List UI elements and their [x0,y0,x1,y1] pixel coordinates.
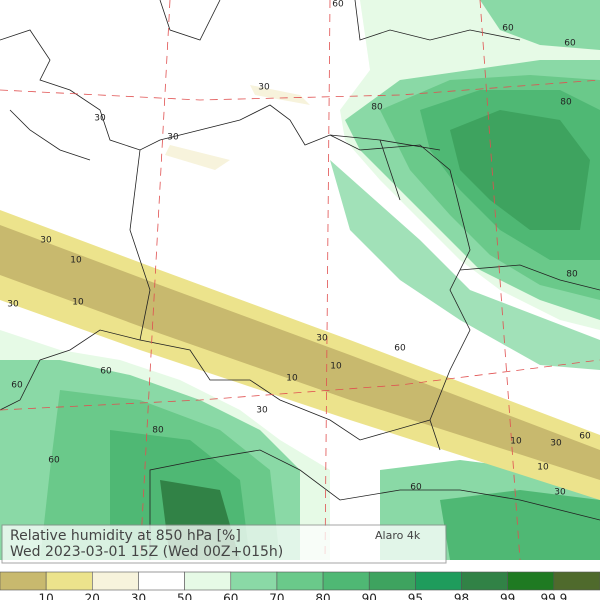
contour-label: 80 [566,270,578,280]
color-box [461,571,508,591]
graticule [0,0,600,561]
contour-label: 60 [100,367,112,377]
contour-label: 30 [550,439,562,449]
contour-label: 60 [394,344,406,354]
legend-label: 99 [500,592,515,601]
color-box [368,571,416,591]
contour-label: 60 [564,39,576,49]
color-box [0,571,47,591]
contour-label: 10 [510,437,522,447]
legend-label: 90 [362,592,377,601]
color-box [322,571,370,591]
contour-label: 30 [554,488,566,498]
contour-label: 60 [332,0,344,10]
legend-label: 99.9 [540,592,567,601]
contour-label: 10 [286,374,298,384]
contour-label: 30 [7,300,19,310]
contour-label: 10 [72,298,84,308]
contour-labels: 60 60 60 80 80 30 30 30 30 10 30 10 60 30 60 10 10 60 80 30… [7,0,591,498]
color-box [92,571,139,591]
color-box [230,571,278,591]
contour-label: 60 [579,432,591,442]
contour-label: 10 [70,256,82,266]
color-box [138,571,185,591]
contour-label: 30 [167,133,179,143]
contour-label: 80 [371,103,383,113]
title: Relative humidity at 850 hPa [%] [10,528,241,544]
contour-label: 10 [537,463,549,473]
color-box [553,571,600,591]
color-box [276,571,324,591]
contour-label: 30 [40,236,52,246]
contour-label: 30 [256,406,268,416]
contour-label: 60 [11,381,23,391]
legend-label: 80 [315,592,330,601]
contour-label: 80 [560,98,572,108]
contour-label: 60 [410,483,422,493]
legend-label: 60 [223,592,238,601]
contour-label: 30 [94,114,106,124]
legend-label: 10 [39,592,54,601]
contour-label: 80 [152,426,164,436]
legend-label: 20 [85,592,100,601]
contour-label: 30 [258,83,270,93]
caption-box [1,524,447,564]
legend-label: 50 [177,592,192,601]
humidity-field [0,0,600,560]
legend-label: 95 [408,592,423,601]
color-box [45,571,93,591]
legend-label: 30 [131,592,146,601]
subtitle: Wed 2023-03-01 15Z (Wed 00Z+015h) [10,544,283,560]
color-box [415,571,462,591]
contour-label: 60 [502,24,514,34]
model-name: Alaro 4k [375,529,421,542]
borders [0,0,600,560]
contour-label: 60 [48,456,60,466]
contour-label: 30 [316,334,328,344]
color-box [184,571,232,591]
color-box [507,571,555,591]
contour-label: 10 [330,362,342,372]
legend-label: 98 [454,592,469,601]
legend-label: 70 [269,592,284,601]
